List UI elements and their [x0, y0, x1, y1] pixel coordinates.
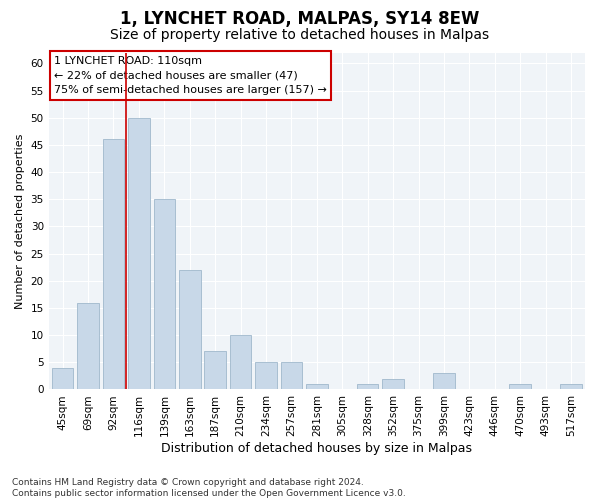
Text: 1, LYNCHET ROAD, MALPAS, SY14 8EW: 1, LYNCHET ROAD, MALPAS, SY14 8EW	[121, 10, 479, 28]
Bar	[560, 384, 582, 390]
Text: Size of property relative to detached houses in Malpas: Size of property relative to detached ho…	[110, 28, 490, 42]
Y-axis label: Number of detached properties: Number of detached properties	[15, 134, 25, 308]
Bar	[179, 270, 200, 390]
Bar	[128, 118, 150, 390]
Text: Contains HM Land Registry data © Crown copyright and database right 2024.
Contai: Contains HM Land Registry data © Crown c…	[12, 478, 406, 498]
Bar	[509, 384, 531, 390]
Bar	[281, 362, 302, 390]
Text: 1 LYNCHET ROAD: 110sqm
← 22% of detached houses are smaller (47)
75% of semi-det: 1 LYNCHET ROAD: 110sqm ← 22% of detached…	[54, 56, 327, 96]
Bar	[433, 373, 455, 390]
Bar	[77, 302, 99, 390]
Bar	[357, 384, 379, 390]
Bar	[306, 384, 328, 390]
Bar	[154, 199, 175, 390]
Bar	[205, 352, 226, 390]
Bar	[230, 335, 251, 390]
X-axis label: Distribution of detached houses by size in Malpas: Distribution of detached houses by size …	[161, 442, 472, 455]
Bar	[255, 362, 277, 390]
Bar	[103, 140, 124, 390]
Bar	[382, 378, 404, 390]
Bar	[52, 368, 73, 390]
